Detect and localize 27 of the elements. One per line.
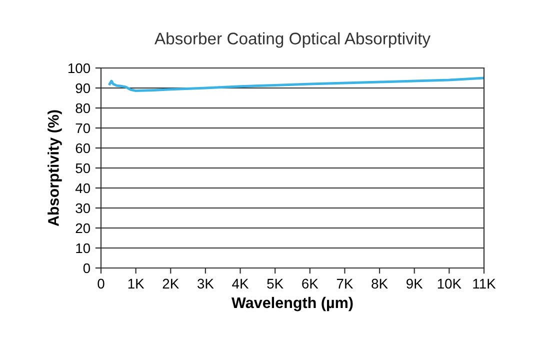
x-tick-label: 7K [336, 278, 354, 288]
x-tick-label: 0 [98, 278, 104, 289]
x-tick-label: 6K [302, 278, 318, 289]
y-tick-label: 0 [83, 263, 90, 274]
y-tick-label: 90 [76, 83, 90, 94]
x-tick-label: 8K [372, 278, 388, 289]
line-series [108, 76, 484, 92]
x-axis-title: Wavelength (µm) [232, 296, 353, 312]
y-tick-label: 70 [76, 123, 90, 134]
x-tick-label: 3K [197, 278, 214, 289]
x-tick-label: 10K [438, 278, 462, 289]
y-tick-label: 60 [76, 143, 90, 154]
y-tick-label: 50 [76, 163, 90, 174]
y-tick-label: 10 [76, 243, 90, 254]
chart-title: Absorber Coating Optical Absorptivity [154, 32, 431, 48]
x-tick-label: 2K [162, 278, 179, 288]
x-tick-label: 5K [267, 278, 284, 289]
y-axis-title: Absorptivity (%) [48, 110, 62, 226]
y-tick-label: 100 [68, 63, 90, 74]
y-tick-label: 40 [75, 183, 90, 194]
x-tick-label: 4K [232, 278, 249, 288]
y-tick-label: 30 [76, 203, 90, 214]
y-tick-label: 80 [76, 103, 90, 114]
x-tick-label: 9K [406, 278, 423, 289]
x-tick-label: 11K [473, 278, 496, 288]
x-tick-label: 1K [128, 278, 144, 288]
y-tick-label: 20 [76, 223, 90, 234]
